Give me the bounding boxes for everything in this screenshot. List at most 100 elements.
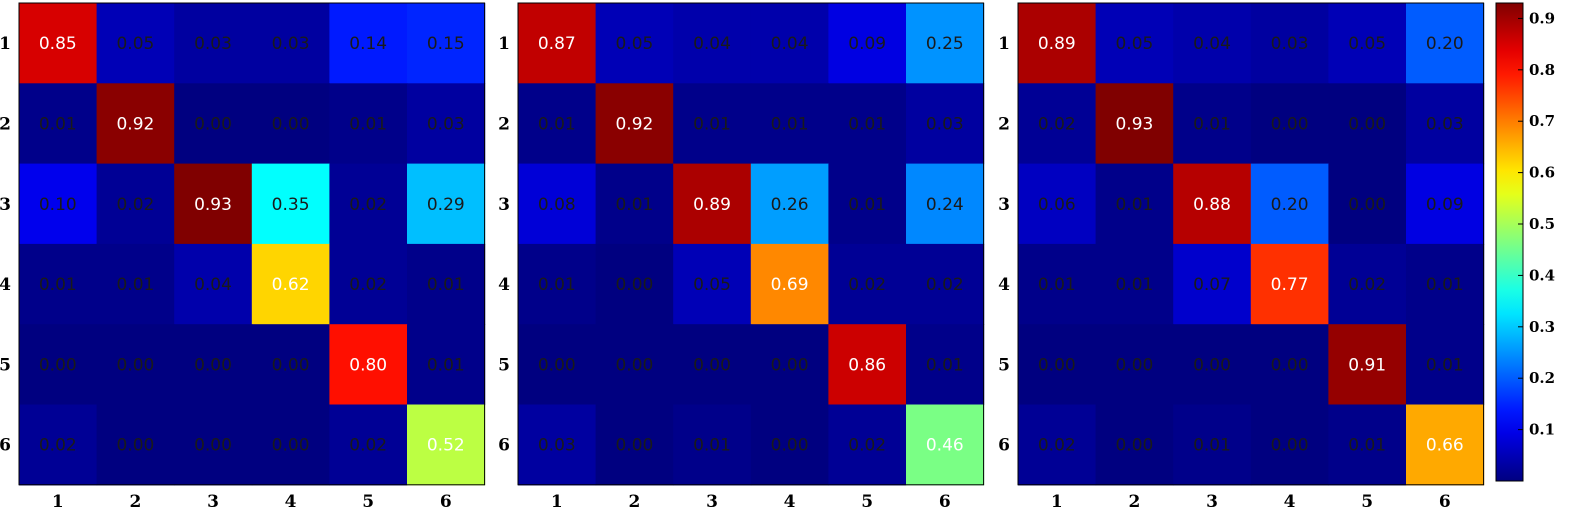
cell-value-label: 0.03 bbox=[427, 114, 465, 134]
plot-frame bbox=[1017, 2, 1485, 486]
heatmap-cell bbox=[1406, 163, 1485, 245]
heatmap-panel-2: 0.87 0.05 0.04 0.04 0.09 0.25 0.01 0.92 0.01 0.01… bbox=[498, 2, 985, 512]
cell-value-label: 0.00 bbox=[1115, 436, 1153, 456]
heatmap-cell bbox=[19, 3, 98, 84]
heatmap-cell bbox=[1173, 83, 1252, 165]
y-tick-label: 6 bbox=[0, 436, 11, 456]
cell-value-label: 0.04 bbox=[693, 34, 731, 54]
heatmap-cell bbox=[1018, 163, 1097, 245]
cell-value-label: 0.20 bbox=[1426, 34, 1464, 54]
cell-value-label: 0.93 bbox=[1115, 114, 1153, 134]
y-tick-label: 4 bbox=[998, 275, 1010, 295]
heatmap-cell bbox=[1173, 3, 1252, 84]
cell-value-label: 0.02 bbox=[39, 436, 77, 456]
heatmap-cell bbox=[828, 243, 907, 325]
heatmap-cell bbox=[19, 243, 98, 325]
y-tick-label: 1 bbox=[498, 34, 510, 54]
heatmap-cell bbox=[329, 163, 408, 245]
y-tick-label: 1 bbox=[0, 34, 11, 54]
x-tick-label: 3 bbox=[706, 492, 718, 512]
cell-value-label: 0.62 bbox=[272, 275, 310, 295]
heatmap-cell bbox=[96, 324, 175, 406]
cell-value-label: 0.00 bbox=[538, 355, 576, 375]
heatmap-cell bbox=[174, 404, 253, 486]
cell-value-label: 0.00 bbox=[272, 355, 310, 375]
heatmap-cell bbox=[828, 3, 907, 84]
cell-value-label: 0.00 bbox=[615, 355, 653, 375]
heatmap-panel-1: 0.85 0.05 0.03 0.03 0.14 0.15 0.01 0.92 0.00 0.00… bbox=[0, 2, 486, 512]
x-tick-label: 3 bbox=[1206, 492, 1218, 512]
cell-value-label: 0.01 bbox=[926, 355, 964, 375]
cell-value-label: 0.15 bbox=[427, 34, 465, 54]
heatmap-cell bbox=[96, 163, 175, 245]
heatmap-cell bbox=[1018, 83, 1097, 165]
heatmap-cell bbox=[595, 324, 674, 406]
heatmap-cell bbox=[1406, 324, 1485, 406]
colorbar-tick-label: 0.5 bbox=[1529, 215, 1555, 233]
heatmap-cell bbox=[96, 404, 175, 486]
heatmap-cell bbox=[750, 243, 829, 325]
y-tick-label: 6 bbox=[998, 436, 1010, 456]
heatmap-cell bbox=[407, 3, 486, 84]
heatmap-cell bbox=[251, 83, 330, 165]
heatmap-cell bbox=[906, 404, 985, 486]
heatmap-cell bbox=[329, 324, 408, 406]
heatmap-cell bbox=[1095, 83, 1174, 165]
cell-value-label: 0.06 bbox=[1038, 195, 1076, 215]
cell-value-label: 0.00 bbox=[272, 114, 310, 134]
x-tick-label: 1 bbox=[52, 492, 64, 512]
heatmap-cell bbox=[407, 404, 486, 486]
cell-value-label: 0.00 bbox=[272, 436, 310, 456]
cell-value-label: 0.77 bbox=[1271, 275, 1309, 295]
y-tick-label: 2 bbox=[0, 114, 11, 134]
cell-value-label: 0.01 bbox=[848, 195, 886, 215]
cell-value-label: 0.92 bbox=[615, 114, 653, 134]
x-tick-label: 4 bbox=[784, 492, 796, 512]
heatmap-cell bbox=[96, 243, 175, 325]
cell-value-label: 0.00 bbox=[1038, 355, 1076, 375]
cell-value-label: 0.02 bbox=[349, 195, 387, 215]
colorbar: 0.1 0.2 0.3 0.4 0.5 0.6 0.7 0.8 0.9 bbox=[1495, 2, 1555, 482]
cell-value-label: 0.02 bbox=[116, 195, 154, 215]
heatmap-cell bbox=[1250, 83, 1329, 165]
y-tick-label: 2 bbox=[498, 114, 510, 134]
heatmap-cell bbox=[673, 83, 752, 165]
cell-value-label: 0.09 bbox=[1426, 195, 1464, 215]
heatmap-cell bbox=[518, 3, 597, 84]
cell-value-label: 0.20 bbox=[1271, 195, 1309, 215]
heatmap-cell bbox=[518, 83, 597, 165]
y-tick-label: 3 bbox=[498, 195, 510, 215]
heatmap-cell bbox=[906, 83, 985, 165]
cell-value-label: 0.03 bbox=[1426, 114, 1464, 134]
colorbar-tick-label: 0.1 bbox=[1529, 421, 1555, 439]
heatmap-cell bbox=[19, 324, 98, 406]
x-tick-label: 4 bbox=[285, 492, 297, 512]
heatmap-cell bbox=[1328, 83, 1407, 165]
heatmap-cell bbox=[518, 324, 597, 406]
heatmap-panel-3: 0.89 0.05 0.04 0.03 0.05 0.20 0.02 0.93 0.01 0.00… bbox=[998, 2, 1485, 512]
heatmap-cell bbox=[1018, 243, 1097, 325]
cell-value-label: 0.00 bbox=[116, 355, 154, 375]
cell-value-label: 0.00 bbox=[771, 436, 809, 456]
x-tick-label: 5 bbox=[362, 492, 374, 512]
cell-value-label: 0.01 bbox=[39, 114, 77, 134]
heatmap-cell bbox=[96, 83, 175, 165]
cell-value-label: 0.09 bbox=[848, 34, 886, 54]
heatmap-cell bbox=[1250, 163, 1329, 245]
heatmap-cell bbox=[1095, 243, 1174, 325]
cell-value-label: 0.01 bbox=[1115, 275, 1153, 295]
cell-value-label: 0.10 bbox=[39, 195, 77, 215]
heatmap-cell bbox=[750, 3, 829, 84]
heatmap-cell bbox=[1018, 324, 1097, 406]
colorbar-tick-label: 0.3 bbox=[1529, 318, 1555, 336]
cell-value-label: 0.01 bbox=[1115, 195, 1153, 215]
cell-value-label: 0.01 bbox=[693, 436, 731, 456]
colorbar-tick-label: 0.2 bbox=[1529, 369, 1555, 387]
x-tick-label: 5 bbox=[861, 492, 873, 512]
cell-value-label: 0.00 bbox=[1115, 355, 1153, 375]
heatmap-cell bbox=[174, 83, 253, 165]
cell-value-label: 0.46 bbox=[926, 436, 964, 456]
heatmap-cell bbox=[329, 404, 408, 486]
heatmap-cell bbox=[595, 243, 674, 325]
heatmap-cell bbox=[1328, 163, 1407, 245]
